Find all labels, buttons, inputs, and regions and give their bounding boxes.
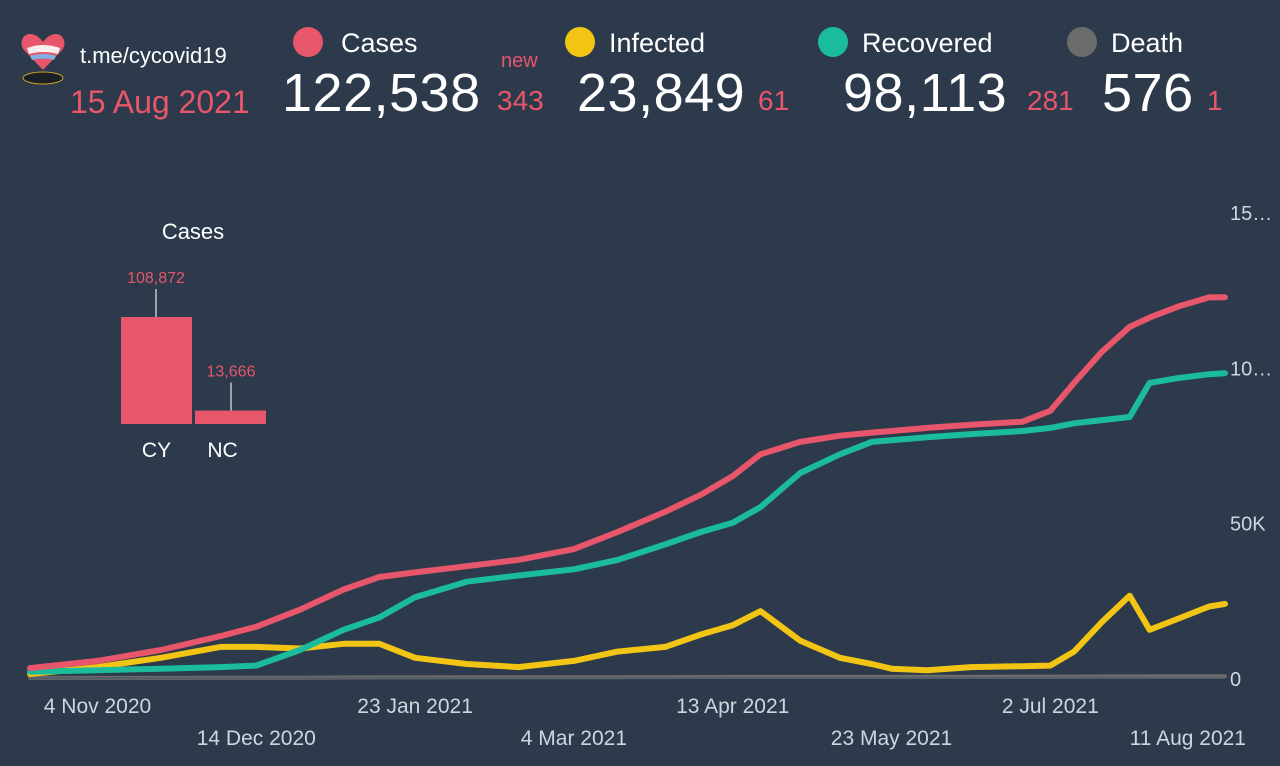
- x-tick-label: 14 Dec 2020: [197, 727, 316, 750]
- x-tick-label: 4 Mar 2021: [521, 727, 627, 750]
- series-line-recovered: [27, 370, 1228, 675]
- new-tag: new: [501, 50, 538, 72]
- cases-new: 343: [497, 85, 544, 116]
- series-group: [27, 294, 1228, 680]
- inset-bar-chart: Cases 108,872 CY 13,666 NC: [121, 219, 266, 462]
- inset-category-label: CY: [142, 439, 171, 462]
- infected-label: Infected: [609, 28, 706, 58]
- inset-value-label: 13,666: [207, 364, 256, 381]
- y-tick-label: 10…: [1230, 358, 1272, 380]
- cases-legend-dot: [293, 27, 323, 57]
- inset-title: Cases: [162, 219, 224, 244]
- x-tick-label: 13 Apr 2021: [676, 695, 789, 718]
- report-date: 15 Aug 2021: [70, 84, 250, 120]
- cases-total: 122,538: [282, 63, 481, 123]
- inset-bar-nc: [195, 410, 266, 424]
- source-link[interactable]: t.me/cycovid19: [80, 43, 227, 68]
- x-tick-label: 23 May 2021: [831, 727, 952, 750]
- cyprus-heart-logo-icon: [18, 30, 68, 86]
- y-tick-label: 0: [1230, 669, 1241, 691]
- cases-label: Cases: [341, 28, 418, 58]
- inset-value-label: 108,872: [127, 270, 185, 287]
- series-line-infected: [27, 592, 1228, 677]
- x-tick-label: 2 Jul 2021: [1002, 695, 1099, 718]
- death-legend-dot: [1067, 27, 1097, 57]
- inset-bar-cy: [121, 317, 192, 424]
- recovered-label: Recovered: [862, 28, 993, 58]
- recovered-legend-dot: [818, 27, 848, 57]
- series-line-cases: [27, 294, 1228, 672]
- x-tick-label: 23 Jan 2021: [357, 695, 473, 718]
- infected-legend-dot: [565, 27, 595, 57]
- recovered-new: 281: [1027, 85, 1074, 116]
- infected-total: 23,849: [577, 63, 746, 123]
- death-new: 1: [1207, 85, 1223, 116]
- x-tick-label: 11 Aug 2021: [1130, 727, 1246, 750]
- y-tick-label: 15…: [1230, 203, 1272, 225]
- y-tick-label: 50K: [1230, 514, 1266, 536]
- infected-new: 61: [758, 85, 790, 116]
- inset-category-label: NC: [207, 439, 237, 462]
- recovered-total: 98,113: [843, 63, 1008, 123]
- x-tick-label: 4 Nov 2020: [44, 695, 151, 718]
- axis-group: 0 50K 10… 15… 4 Nov 2020 23 Jan 2021 13 Apr 20…: [30, 203, 1272, 750]
- death-total: 576: [1102, 63, 1194, 123]
- death-label: Death: [1111, 28, 1184, 58]
